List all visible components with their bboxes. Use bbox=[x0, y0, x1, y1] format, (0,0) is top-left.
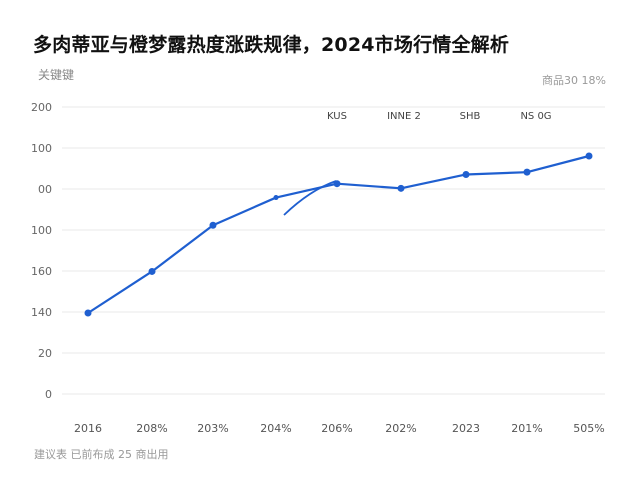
data-point bbox=[84, 309, 92, 317]
x-tick-label: 202% bbox=[385, 422, 416, 435]
annotation-label: NS 0G bbox=[520, 111, 551, 122]
series-connector bbox=[283, 180, 337, 216]
grid-layer bbox=[62, 106, 605, 395]
y-tick-label: 100 bbox=[31, 224, 52, 237]
y-tick-label: 0 bbox=[45, 388, 52, 401]
annotation-label: KUS bbox=[327, 111, 347, 122]
x-tick-label: 204% bbox=[260, 422, 291, 435]
annotation-label: INNE 2 bbox=[387, 111, 421, 122]
data-point bbox=[148, 267, 156, 275]
chart-footer: 建议表 已前布成 25 商出用 bbox=[34, 448, 169, 461]
y-tick-label: 200 bbox=[31, 101, 52, 114]
x-tick-label: 2016 bbox=[74, 422, 102, 435]
chart-title: 多肉蒂亚与橙梦露热度涨跌规律，2024市场行情全解析 bbox=[33, 34, 510, 56]
data-point bbox=[209, 221, 217, 229]
annotations: KUS INNE 2 SHB NS 0G bbox=[327, 111, 552, 122]
data-point bbox=[585, 152, 593, 160]
annotation-label: SHB bbox=[460, 111, 481, 122]
x-tick-label: 201% bbox=[511, 422, 542, 435]
series-line bbox=[87, 154, 590, 314]
y-tick-label: 160 bbox=[31, 265, 52, 278]
series-layer bbox=[84, 152, 593, 317]
x-tick-label: 203% bbox=[197, 422, 228, 435]
y-tick-label: 140 bbox=[31, 306, 52, 319]
x-tick-label: 206% bbox=[321, 422, 352, 435]
data-point bbox=[523, 168, 531, 176]
x-tick-label: 2023 bbox=[452, 422, 480, 435]
x-tick-label: 505% bbox=[573, 422, 604, 435]
data-point bbox=[397, 184, 405, 192]
data-point bbox=[273, 195, 279, 201]
data-point bbox=[462, 170, 470, 178]
data-point bbox=[333, 180, 341, 188]
y-tick-label: 20 bbox=[38, 347, 52, 360]
x-tick-label: 208% bbox=[136, 422, 167, 435]
y-tick-label: 100 bbox=[31, 142, 52, 155]
legend-note: 商品30 18% bbox=[542, 74, 606, 87]
x-axis-ticks: 2016 208% 203% 204% 206% 202% 2023 201% 505% bbox=[74, 422, 605, 435]
chart-subtitle: 关键键 bbox=[38, 68, 75, 82]
y-tick-label: 00 bbox=[38, 183, 52, 196]
